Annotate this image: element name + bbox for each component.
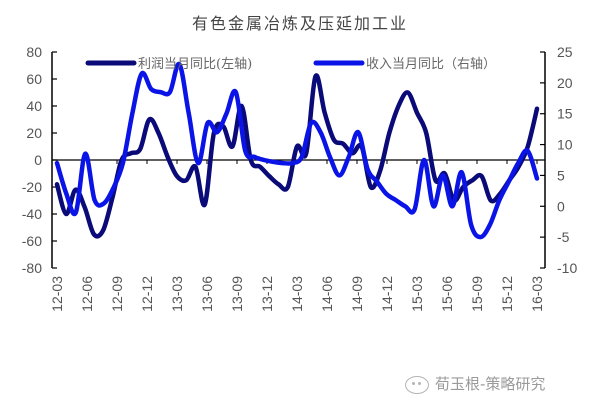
x-axis-tick-label: 12-06 <box>79 276 95 312</box>
right-axis-tick-label: -5 <box>557 229 570 245</box>
x-axis-tick-label: 15-06 <box>439 276 455 312</box>
legend: 利润当月同比(左轴) 收入当月同比（右轴） <box>85 57 496 72</box>
left-axis-tick-label: -20 <box>22 179 42 195</box>
left-axis-tick-label: 80 <box>26 44 42 60</box>
x-axis-tick-label: 13-06 <box>199 276 215 312</box>
x-axis-tick-label: 15-12 <box>499 276 515 312</box>
chart-title: 有色金属冶炼及压延加工业 <box>191 14 408 33</box>
revenue-series-line <box>54 62 540 240</box>
left-axis-tick-label: -60 <box>22 233 42 249</box>
x-axis-tick-label: 14-09 <box>349 276 365 312</box>
x-axis-tick-label: 12-12 <box>139 276 155 312</box>
right-axis-tick-label: 0 <box>557 198 565 214</box>
x-axis-tick-label: 15-03 <box>409 276 425 312</box>
x-axis-tick-label: 14-03 <box>289 276 305 312</box>
x-axis-tick-label: 13-12 <box>259 276 275 312</box>
axes: 80 60 40 20 0 -20 -40 -60 -80 25 20 15 10 5 0 -5 -10 12-0… <box>22 44 578 312</box>
left-axis-tick-label: 60 <box>26 71 42 87</box>
x-axis-tick-label: 13-03 <box>169 276 185 312</box>
series-layer <box>54 62 540 240</box>
legend-label-revenue: 收入当月同比（右轴） <box>366 57 496 72</box>
x-axis-tick-label: 15-09 <box>469 276 485 312</box>
x-axis-tick-label: 14-12 <box>379 276 395 312</box>
right-axis-tick-label: 15 <box>557 106 573 122</box>
left-axis-tick-label: 40 <box>26 98 42 114</box>
profit-series-line <box>54 73 540 239</box>
left-axis-tick-label: -40 <box>22 206 42 222</box>
right-axis-tick-label: 20 <box>557 75 573 91</box>
right-axis-tick-label: 10 <box>557 137 573 153</box>
right-axis-tick-label: 5 <box>557 167 565 183</box>
x-axis-tick-label: 16-03 <box>529 276 545 312</box>
right-axis-tick-label: 25 <box>557 44 573 60</box>
watermark-text: 荀玉根-策略研究 <box>435 375 546 393</box>
x-axis-tick-label: 13-09 <box>229 276 245 312</box>
left-axis-tick-label: 0 <box>34 152 42 168</box>
wechat-icon <box>405 375 429 394</box>
left-axis-tick-label: 20 <box>26 125 42 141</box>
left-axis-tick-label: -80 <box>22 260 42 276</box>
legend-label-profit: 利润当月同比(左轴) <box>138 57 252 72</box>
watermark: 荀玉根-策略研究 <box>405 373 545 394</box>
x-axis-tick-label: 12-09 <box>109 276 125 312</box>
x-axis-tick-label: 14-06 <box>319 276 335 312</box>
x-axis-tick-label: 12-03 <box>49 276 65 312</box>
right-axis-tick-label: -10 <box>557 260 577 276</box>
